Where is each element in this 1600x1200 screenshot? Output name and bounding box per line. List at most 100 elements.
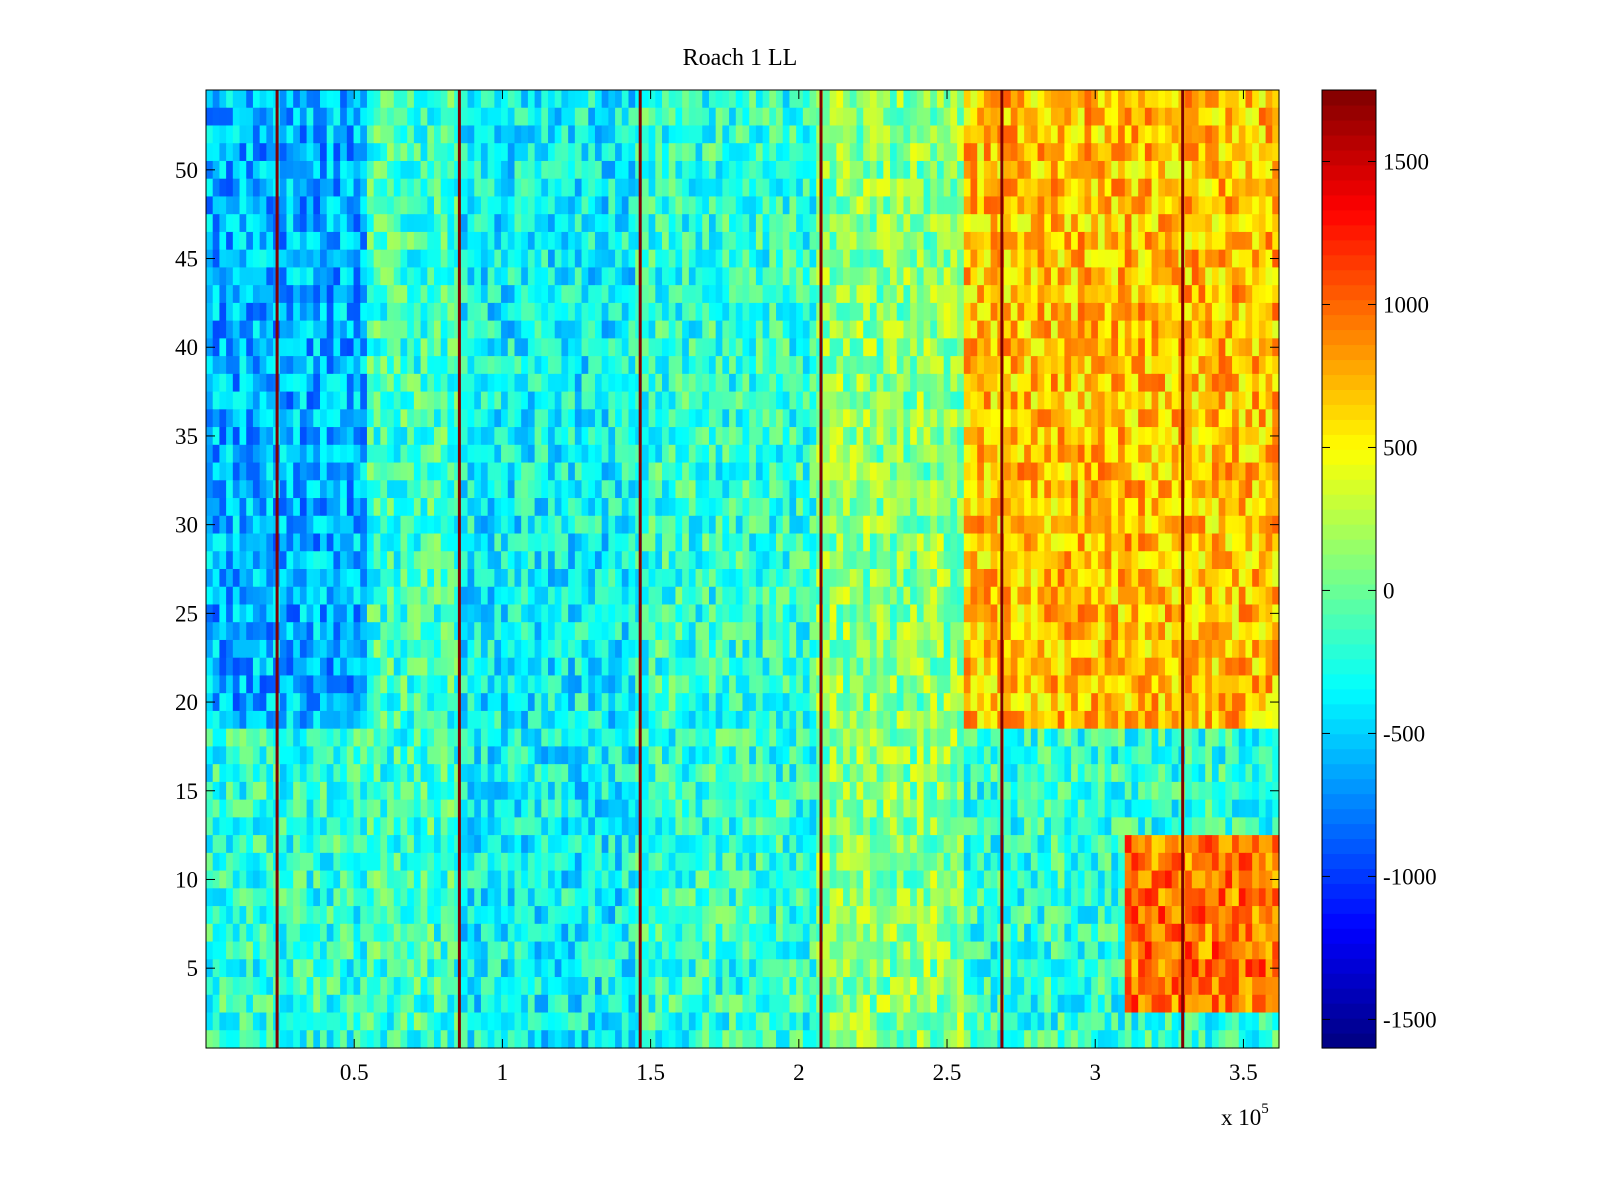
heatmap-cell [340,391,348,410]
heatmap-cell [863,622,871,641]
heatmap-cell [903,498,911,517]
heatmap-cell [527,214,536,233]
heatmap-cell [742,196,750,215]
heatmap-cell [514,604,522,623]
heatmap-cell [849,622,858,641]
heatmap-cell [983,604,992,623]
heatmap-cell [1138,178,1146,198]
heatmap-cell [1091,302,1099,322]
heatmap-cell [1265,391,1273,410]
heatmap-cell [1064,551,1072,570]
heatmap-cell [957,214,965,233]
heatmap-cell [427,143,435,162]
heatmap-cell [413,160,422,180]
heatmap-cell [594,480,603,499]
heatmap-cell [849,515,858,535]
heatmap-cell [1111,125,1119,144]
heatmap-cell [890,409,898,428]
heatmap-cell [340,639,348,659]
heatmap-cell [548,214,556,233]
heatmap-cell [541,533,549,552]
heatmap-cell [507,586,516,606]
heatmap-cell [568,143,576,162]
heatmap-cell [1044,462,1052,481]
heatmap-cell [400,320,408,339]
heatmap-cell [755,125,764,144]
heatmap-cell [789,498,797,517]
heatmap-cell [561,90,569,109]
heatmap-cell [1030,622,1039,641]
heatmap-cell [829,391,837,410]
heatmap-cell [615,196,623,215]
heatmap-cell [1158,586,1166,606]
heatmap-cell [688,143,697,162]
heatmap-cell [541,125,549,144]
heatmap-cell [628,214,636,233]
heatmap-cell [226,285,234,304]
heatmap-cell [916,427,925,446]
heatmap-cell [708,231,717,251]
heatmap-cell [983,586,992,606]
heatmap-cell [554,409,563,428]
heatmap-cell [869,409,878,428]
heatmap-cell [480,125,489,144]
heatmap-cell [923,480,931,499]
heatmap-cell [1077,338,1086,357]
heatmap-cell [320,107,328,127]
heatmap-cell [561,143,569,162]
heatmap-cell [340,107,348,127]
heatmap-cell [1171,320,1180,339]
heatmap-cell [474,125,482,144]
heatmap-cell [641,302,650,322]
heatmap-cell [440,107,449,127]
heatmap-cell [1164,569,1173,588]
heatmap-cell [1010,160,1019,180]
heatmap-cell [353,480,361,499]
heatmap-cell [769,444,777,464]
heatmap-cell [480,427,489,446]
heatmap-cell [977,338,985,357]
heatmap-cell [869,285,878,304]
heatmap-cell [581,444,589,464]
heatmap-cell [427,586,435,606]
heatmap-cell [534,90,542,109]
heatmap-cell [232,515,241,535]
heatmap-cell [1245,285,1253,304]
heatmap-cell [1265,586,1273,606]
heatmap-cell [809,391,817,410]
heatmap-cell [420,178,428,198]
heatmap-cell [1164,285,1173,304]
heatmap-cell [863,338,871,357]
heatmap-cell [977,462,985,481]
heatmap-cell [943,604,951,623]
heatmap-cell [776,267,784,286]
heatmap-cell [494,285,502,304]
heatmap-cell [1077,320,1086,339]
heatmap-cell [715,249,723,269]
heatmap-cell [1084,320,1092,339]
heatmap-cell [957,533,965,552]
heatmap-cell [1004,533,1012,552]
heatmap-cell [380,249,388,269]
heatmap-cell [1124,143,1133,162]
heatmap-cell [501,409,509,428]
heatmap-cell [1024,586,1032,606]
heatmap-cell [1077,551,1086,570]
heatmap-cell [903,107,911,127]
heatmap-cell [1017,551,1025,570]
heatmap-cell [923,338,931,357]
heatmap-cell [1044,498,1052,517]
heatmap-cell [574,569,583,588]
heatmap-cell [742,533,750,552]
heatmap-cell [494,231,502,251]
heatmap-cell [876,515,884,535]
heatmap-cell [1064,302,1072,322]
heatmap-cell [1084,214,1092,233]
heatmap-cell [722,409,730,428]
heatmap-cell [990,285,998,304]
heatmap-cell [420,622,428,641]
heatmap-cell [1211,107,1220,127]
heatmap-cell [1030,178,1039,198]
heatmap-cell [212,373,221,393]
heatmap-cell [594,285,603,304]
